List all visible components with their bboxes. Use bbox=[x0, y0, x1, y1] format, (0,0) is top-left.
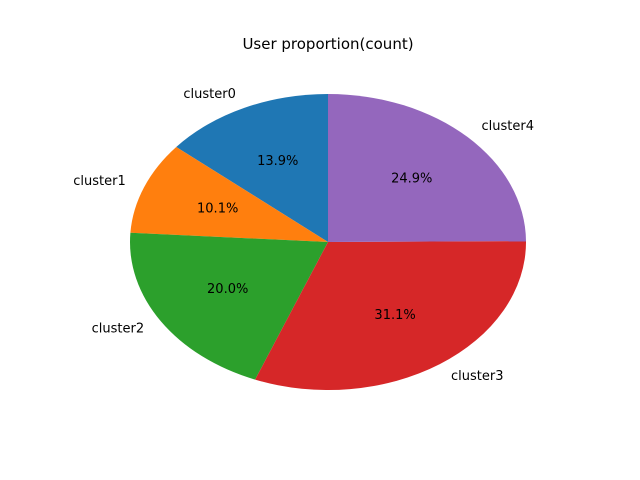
percent-label-cluster3: 31.1% bbox=[374, 308, 415, 323]
slice-label-cluster2: cluster2 bbox=[92, 322, 144, 337]
pie-slices bbox=[129, 94, 527, 390]
chart-title: User proportion(count) bbox=[242, 35, 413, 53]
pie-slice-cluster0 bbox=[176, 94, 328, 242]
pie-slice-cluster1 bbox=[130, 146, 328, 242]
percent-label-cluster2: 20.0% bbox=[207, 282, 248, 297]
pie-slice-cluster4 bbox=[328, 94, 526, 242]
percent-label-cluster4: 24.9% bbox=[391, 172, 432, 187]
pie-slice-cluster2 bbox=[129, 232, 328, 380]
pie-labels: cluster0 13.9% cluster1 10.1% cluster2 20.0% c… bbox=[73, 87, 534, 384]
slice-label-cluster3: cluster3 bbox=[451, 369, 503, 384]
slice-label-cluster0: cluster0 bbox=[183, 87, 235, 102]
pie-slice-cluster3 bbox=[255, 241, 527, 390]
slice-label-cluster4: cluster4 bbox=[482, 119, 534, 134]
slice-label-cluster1: cluster1 bbox=[73, 174, 125, 189]
percent-label-cluster0: 13.9% bbox=[257, 154, 298, 169]
percent-label-cluster1: 10.1% bbox=[197, 202, 238, 217]
